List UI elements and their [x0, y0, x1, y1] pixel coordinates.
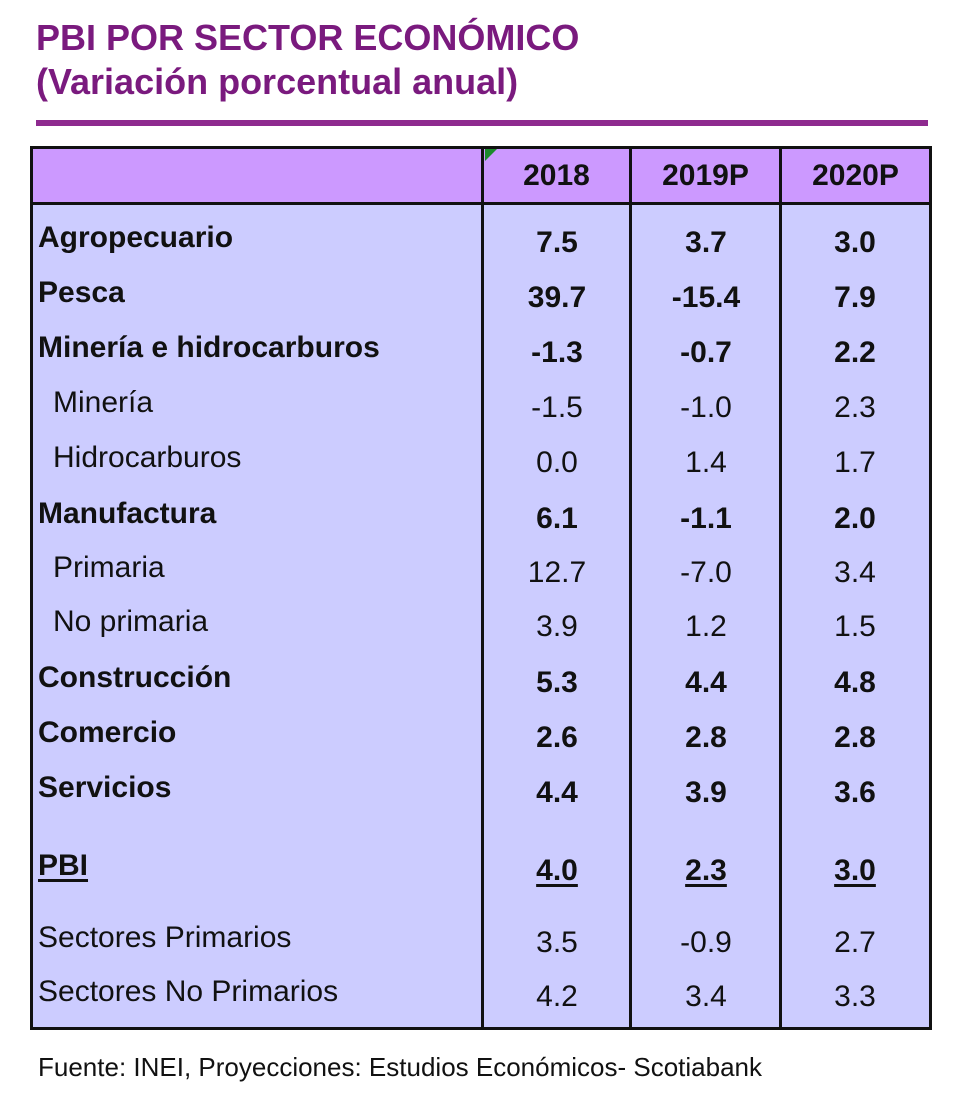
chart-title: PBI POR SECTOR ECONÓMICO [36, 17, 580, 58]
table-cell: 4.2 [536, 980, 578, 1013]
table-cell: -15.4 [671, 281, 741, 314]
table-cell: 0.0 [536, 446, 578, 479]
row-label: Primaria [53, 551, 165, 584]
column-divider [629, 149, 632, 1027]
table-cell: -1.5 [531, 391, 583, 424]
column-divider [481, 149, 484, 1027]
row-label: Hidrocarburos [53, 441, 242, 474]
chart-subtitle: (Variación porcentual anual) [36, 61, 519, 102]
table-cell: 3.3 [834, 980, 876, 1013]
table-cell: 2.0 [834, 502, 876, 535]
row-label: Minería e hidrocarburos [38, 331, 380, 364]
table-cell: 2.3 [685, 854, 727, 887]
column-header-2020p: 2020P [812, 159, 899, 192]
row-label: Sectores No Primarios [38, 975, 339, 1008]
row-label: Sectores Primarios [38, 921, 292, 954]
row-label: PBI [38, 849, 89, 882]
table-cell: 3.6 [834, 776, 876, 809]
table-cell: 4.0 [536, 854, 578, 887]
table-cell: -1.3 [531, 336, 583, 369]
table-cell: 2.2 [834, 336, 876, 369]
row-label: Minería [53, 386, 154, 419]
table-cell: 7.5 [536, 226, 578, 259]
table-cell: 3.4 [685, 980, 727, 1013]
table-cell: 39.7 [527, 281, 587, 314]
table-cell: -1.0 [680, 391, 732, 424]
row-label: Agropecuario [38, 221, 234, 254]
table-cell: 3.9 [536, 610, 578, 643]
table-cell: 1.4 [685, 446, 727, 479]
table-cell: 1.7 [834, 446, 876, 479]
table-cell: -0.9 [680, 926, 732, 959]
table-cell: 3.0 [834, 854, 876, 887]
table-cell: 3.5 [536, 926, 578, 959]
chart-title-block: PBI POR SECTOR ECONÓMICO (Variación porc… [36, 16, 579, 104]
row-label: No primaria [53, 605, 209, 638]
table-cell: 4.4 [685, 666, 727, 699]
source-note: Fuente: INEI, Proyecciones: Estudios Eco… [38, 1052, 763, 1082]
row-label: Comercio [38, 716, 177, 749]
row-label: Pesca [38, 276, 125, 309]
table-cell: 2.3 [834, 391, 876, 424]
table-cell: -0.7 [680, 336, 732, 369]
table-cell: 4.8 [834, 666, 876, 699]
column-header-2018: 2018 [523, 159, 590, 192]
column-header-2019p: 2019P [662, 159, 749, 192]
row-label: Servicios [38, 771, 172, 804]
table-cell: 4.4 [536, 776, 578, 809]
column-divider [779, 149, 782, 1027]
table-cell: 2.8 [834, 721, 876, 754]
table-cell: -7.0 [680, 556, 732, 589]
table-cell: 7.9 [834, 281, 876, 314]
table-cell: 1.2 [685, 610, 727, 643]
table-cell: 2.8 [685, 721, 727, 754]
data-table: 2018 2019P 2020P Agropecuario 7.5 3.7 3.0 Pe… [30, 146, 932, 1030]
table-cell: 2.6 [536, 721, 578, 754]
table-cell: 1.5 [834, 610, 876, 643]
table-cell: 12.7 [527, 556, 587, 589]
table-cell: 5.3 [536, 666, 578, 699]
table-cell: 6.1 [536, 502, 578, 535]
table-cell: -1.1 [680, 502, 732, 535]
table-cell: 3.9 [685, 776, 727, 809]
table-cell: 3.0 [834, 226, 876, 259]
table-cell: 3.4 [834, 556, 876, 589]
cell-comment-marker [485, 149, 497, 161]
row-label: Construcción [38, 661, 232, 694]
title-divider [36, 120, 928, 126]
row-label: Manufactura [38, 497, 217, 530]
table-cell: 2.7 [834, 926, 876, 959]
table-cell: 3.7 [685, 226, 727, 259]
